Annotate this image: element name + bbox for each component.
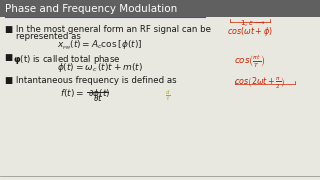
Text: $cos(\omega t+\phi)$: $cos(\omega t+\phi)$ [227, 25, 273, 38]
Text: $cos\left(\frac{\pi t}{T}\right)$: $cos\left(\frac{\pi t}{T}\right)$ [235, 53, 266, 69]
Text: Phase and Frequency Modulation: Phase and Frequency Modulation [5, 3, 177, 13]
Text: $\boldsymbol{\varphi}$(t) is called total phase: $\boldsymbol{\varphi}$(t) is called tota… [13, 53, 121, 66]
Text: $x_{_{PM}}(t)=A_c\cos\left[\phi(t)\right]$: $x_{_{PM}}(t)=A_c\cos\left[\phi(t)\right… [57, 38, 143, 51]
Text: $cos\left(2\omega t+\frac{\pi}{2}\right)$: $cos\left(2\omega t+\frac{\pi}{2}\right)… [235, 76, 285, 91]
Text: ■ Intantaneous frequency is defined as: ■ Intantaneous frequency is defined as [5, 76, 177, 85]
Text: $\frac{d}{t}$: $\frac{d}{t}$ [165, 89, 170, 104]
Text: $\partial\phi(t)$: $\partial\phi(t)$ [88, 87, 110, 100]
Text: represented as: represented as [16, 32, 81, 41]
Text: $1,\epsilon\longrightarrow$: $1,\epsilon\longrightarrow$ [240, 18, 266, 28]
Text: $f(t)=$: $f(t)=$ [60, 87, 84, 99]
Text: $\partial t$: $\partial t$ [93, 92, 103, 103]
Text: $\phi(t)=\omega_c\,(t)t+m(t)$: $\phi(t)=\omega_c\,(t)t+m(t)$ [57, 61, 143, 74]
Text: ■: ■ [5, 53, 16, 62]
FancyBboxPatch shape [0, 0, 320, 17]
Text: ■ In the most general form an RF signal can be: ■ In the most general form an RF signal … [5, 25, 211, 34]
